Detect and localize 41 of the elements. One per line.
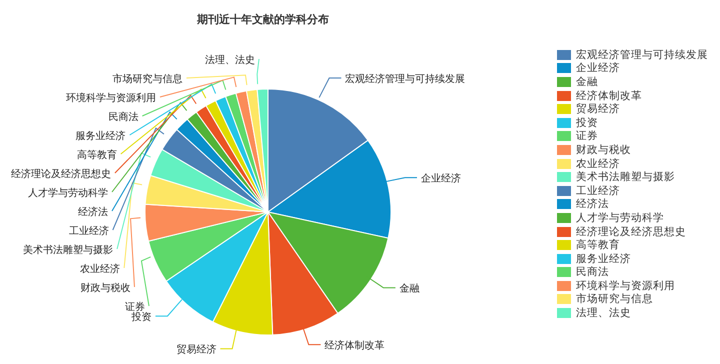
legend-label: 工业经济 (576, 184, 620, 198)
slice-label: 农业经济 (80, 263, 120, 275)
slice-label: 工业经济 (68, 225, 109, 237)
slice-label: 宏观经济管理与可持续发展 (345, 73, 466, 86)
slice-label: 法理、法史 (205, 54, 255, 66)
slice-label: 环境科学与资源利用 (66, 92, 156, 104)
slice-label: 证券 (124, 301, 145, 313)
slice-label: 人才学与劳动科学 (28, 187, 108, 199)
slice-label: 投资 (130, 311, 152, 324)
slice-label: 企业经济 (420, 172, 461, 185)
legend-label: 财政与税收 (576, 142, 631, 157)
legend-label: 服务业经济 (576, 252, 631, 266)
slice-label: 财政与税收 (80, 282, 130, 294)
legend-label: 经济法 (576, 197, 609, 212)
legend-label: 证券 (576, 129, 598, 144)
slice-label: 美术书法雕塑与摄影 (23, 244, 114, 256)
slice-label: 服务业经济 (76, 130, 126, 142)
legend-label: 法理、法史 (576, 306, 631, 320)
legend-label: 市场研究与信息 (576, 292, 653, 306)
slice-label: 贸易经济 (176, 344, 216, 356)
legend-label: 宏观经济管理与可持续发展 (576, 48, 708, 62)
legend-label: 环境科学与资源利用 (576, 278, 675, 293)
legend-label: 企业经济 (576, 61, 620, 76)
legend-label: 经济体制改革 (576, 88, 642, 103)
legend-label: 农业经济 (576, 156, 620, 171)
legend-label: 金融 (576, 74, 598, 89)
slice-label: 经济理论及经济思想史 (10, 168, 111, 180)
legend-label: 美术书法雕塑与摄影 (576, 170, 675, 184)
legend-label: 经济理论及经济思想史 (576, 224, 686, 239)
slice-label: 金融 (399, 282, 420, 295)
legend-label: 高等教育 (576, 238, 620, 252)
slice-label: 民商法 (108, 111, 138, 123)
slice-label: 经济法 (78, 206, 108, 218)
legend-label: 投资 (576, 116, 598, 130)
chart-title: 期刊近十年文献的学科分布 (196, 12, 330, 27)
slice-label: 经济体制改革 (324, 340, 385, 352)
legend-label: 贸易经济 (576, 102, 620, 116)
legend-label: 民商法 (576, 265, 609, 280)
slice-label: 市场研究与信息 (112, 73, 182, 85)
legend-label: 人才学与劳动科学 (576, 210, 664, 225)
slice-label: 高等教育 (76, 149, 117, 161)
